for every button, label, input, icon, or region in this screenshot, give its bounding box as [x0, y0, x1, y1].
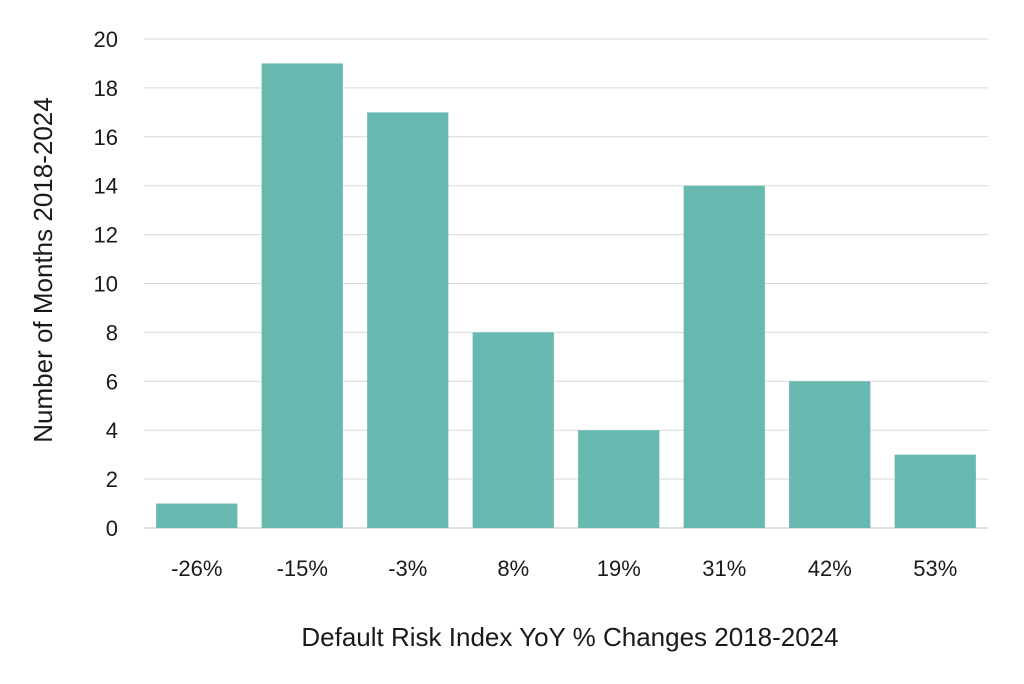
x-tick-label: 8% [497, 556, 529, 581]
bars [156, 63, 976, 528]
x-tick-label: -26% [171, 556, 222, 581]
y-tick-label: 12 [94, 223, 118, 248]
y-tick-label: 4 [106, 418, 118, 443]
x-tick-label: 19% [597, 556, 641, 581]
y-axis-title: Number of Months 2018-2024 [28, 97, 58, 442]
y-axis-ticks: 0 2 4 6 8 10 12 14 16 18 20 [94, 27, 118, 541]
y-tick-label: 0 [106, 516, 118, 541]
x-tick-label: 42% [808, 556, 852, 581]
bar [894, 454, 976, 528]
bar [261, 63, 343, 528]
y-tick-label: 6 [106, 369, 118, 394]
x-tick-label: 31% [702, 556, 746, 581]
x-tick-label: -3% [388, 556, 427, 581]
bar [789, 381, 871, 528]
y-tick-label: 18 [94, 76, 118, 101]
y-tick-label: 10 [94, 272, 118, 297]
x-axis-ticks: -26% -15% -3% 8% 19% 31% 42% 53% [171, 556, 957, 581]
y-tick-label: 14 [94, 174, 118, 199]
y-tick-label: 16 [94, 125, 118, 150]
x-tick-label: -15% [277, 556, 328, 581]
y-tick-label: 2 [106, 467, 118, 492]
y-tick-label: 8 [106, 320, 118, 345]
bar [156, 503, 238, 528]
x-axis-title: Default Risk Index YoY % Changes 2018-20… [301, 622, 838, 652]
y-tick-label: 20 [94, 27, 118, 52]
bar [578, 430, 660, 528]
bar [683, 185, 765, 528]
x-tick-label: 53% [913, 556, 957, 581]
bar [367, 112, 449, 528]
bar [472, 332, 554, 528]
